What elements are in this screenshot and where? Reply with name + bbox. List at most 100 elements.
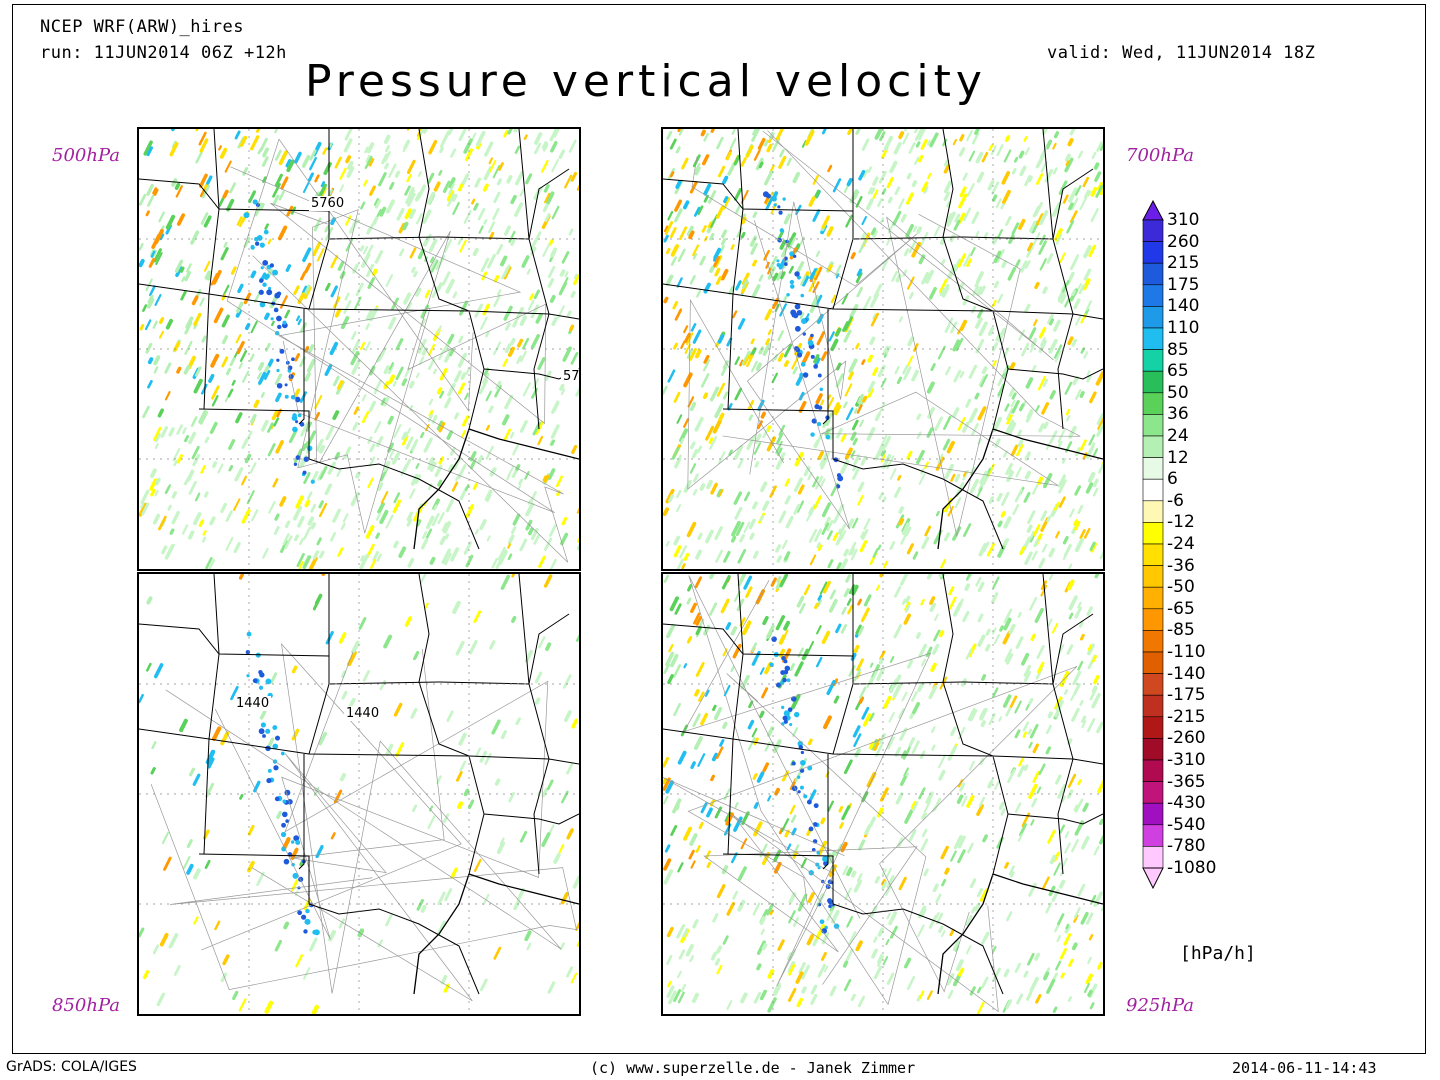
velocity-stroke [1022,731,1028,738]
velocity-stroke [832,532,839,542]
velocity-stroke [861,232,867,239]
velocity-stroke [850,450,856,459]
velocity-stroke [1002,189,1011,204]
velocity-stroke [533,289,540,300]
velocity-stroke [419,574,427,584]
velocity-stroke [514,145,521,154]
velocity-stroke [851,870,857,878]
footer-timestamp: 2014-06-11-14:43 [1232,1059,1377,1077]
ridge-feature [262,259,269,266]
velocity-stroke [530,334,540,349]
velocity-stroke [835,533,844,546]
velocity-stroke [541,160,549,173]
velocity-stroke [351,359,361,375]
velocity-stroke [416,519,422,527]
velocity-stroke [1003,617,1012,631]
ridge-feature [814,403,820,410]
velocity-stroke [316,537,322,546]
velocity-stroke [752,129,757,136]
velocity-stroke [784,495,791,505]
velocity-stroke [676,805,680,811]
velocity-stroke [551,205,560,220]
velocity-stroke [461,173,470,185]
velocity-stroke [231,379,236,386]
velocity-stroke [198,173,208,188]
velocity-stroke [551,158,559,173]
velocity-stroke [157,408,164,418]
velocity-stroke [452,193,458,202]
velocity-stroke [147,357,154,365]
velocity-stroke [515,464,521,471]
velocity-stroke [700,129,706,137]
ridge-feature [810,432,815,437]
velocity-stroke [211,385,220,400]
state-border [727,574,744,855]
velocity-stroke [856,268,863,277]
velocity-stroke [668,494,675,503]
velocity-stroke [188,480,197,495]
velocity-stroke [345,155,352,164]
velocity-stroke [928,914,938,929]
velocity-stroke [767,795,772,802]
velocity-stroke [256,371,262,380]
velocity-stroke [804,130,815,146]
river-line [688,575,927,1006]
velocity-stroke [337,547,344,557]
velocity-stroke [248,190,257,204]
velocity-stroke [401,431,408,441]
velocity-stroke [541,141,548,150]
velocity-stroke [857,839,866,851]
velocity-stroke [560,388,566,395]
velocity-stroke [375,208,382,219]
velocity-stroke [198,409,207,424]
velocity-stroke [338,918,346,929]
velocity-stroke [367,277,376,289]
velocity-stroke [205,749,215,765]
velocity-stroke [812,476,819,488]
velocity-stroke [205,557,213,569]
velocity-stroke [672,664,682,678]
velocity-stroke [139,242,144,251]
velocity-stroke [464,392,469,401]
velocity-stroke [441,548,452,565]
velocity-stroke [146,146,154,157]
velocity-stroke [336,468,342,478]
velocity-stroke [1001,171,1011,185]
velocity-stroke [679,428,689,443]
velocity-stroke [830,294,837,304]
velocity-stroke [917,129,926,141]
velocity-stroke [332,508,341,523]
velocity-stroke [930,662,937,673]
velocity-stroke [1042,286,1048,294]
velocity-stroke [1019,546,1026,556]
velocity-stroke [732,643,742,659]
velocity-stroke [455,771,463,782]
velocity-stroke [504,343,512,354]
velocity-stroke [742,620,752,636]
velocity-stroke [1045,902,1053,914]
velocity-stroke [302,555,312,569]
velocity-stroke [869,712,875,722]
velocity-stroke [218,196,225,207]
velocity-stroke [1052,1006,1058,1013]
velocity-stroke [262,547,269,559]
velocity-stroke [250,270,257,279]
velocity-stroke [829,589,837,600]
velocity-stroke [362,670,370,682]
colorbar-tick-label: -310 [1167,750,1206,770]
ridge-feature [781,656,786,661]
velocity-stroke [538,636,546,649]
velocity-stroke [707,221,714,229]
velocity-stroke [1101,461,1103,467]
velocity-stroke [223,241,228,248]
velocity-stroke [752,773,758,780]
ridge-feature [246,631,252,637]
state-border [139,623,440,685]
velocity-stroke [463,788,470,797]
velocity-stroke [1064,381,1073,395]
velocity-stroke [147,194,155,207]
velocity-stroke [182,427,187,435]
velocity-stroke [775,544,782,553]
velocity-stroke [410,707,418,719]
ridge-feature [280,831,287,838]
